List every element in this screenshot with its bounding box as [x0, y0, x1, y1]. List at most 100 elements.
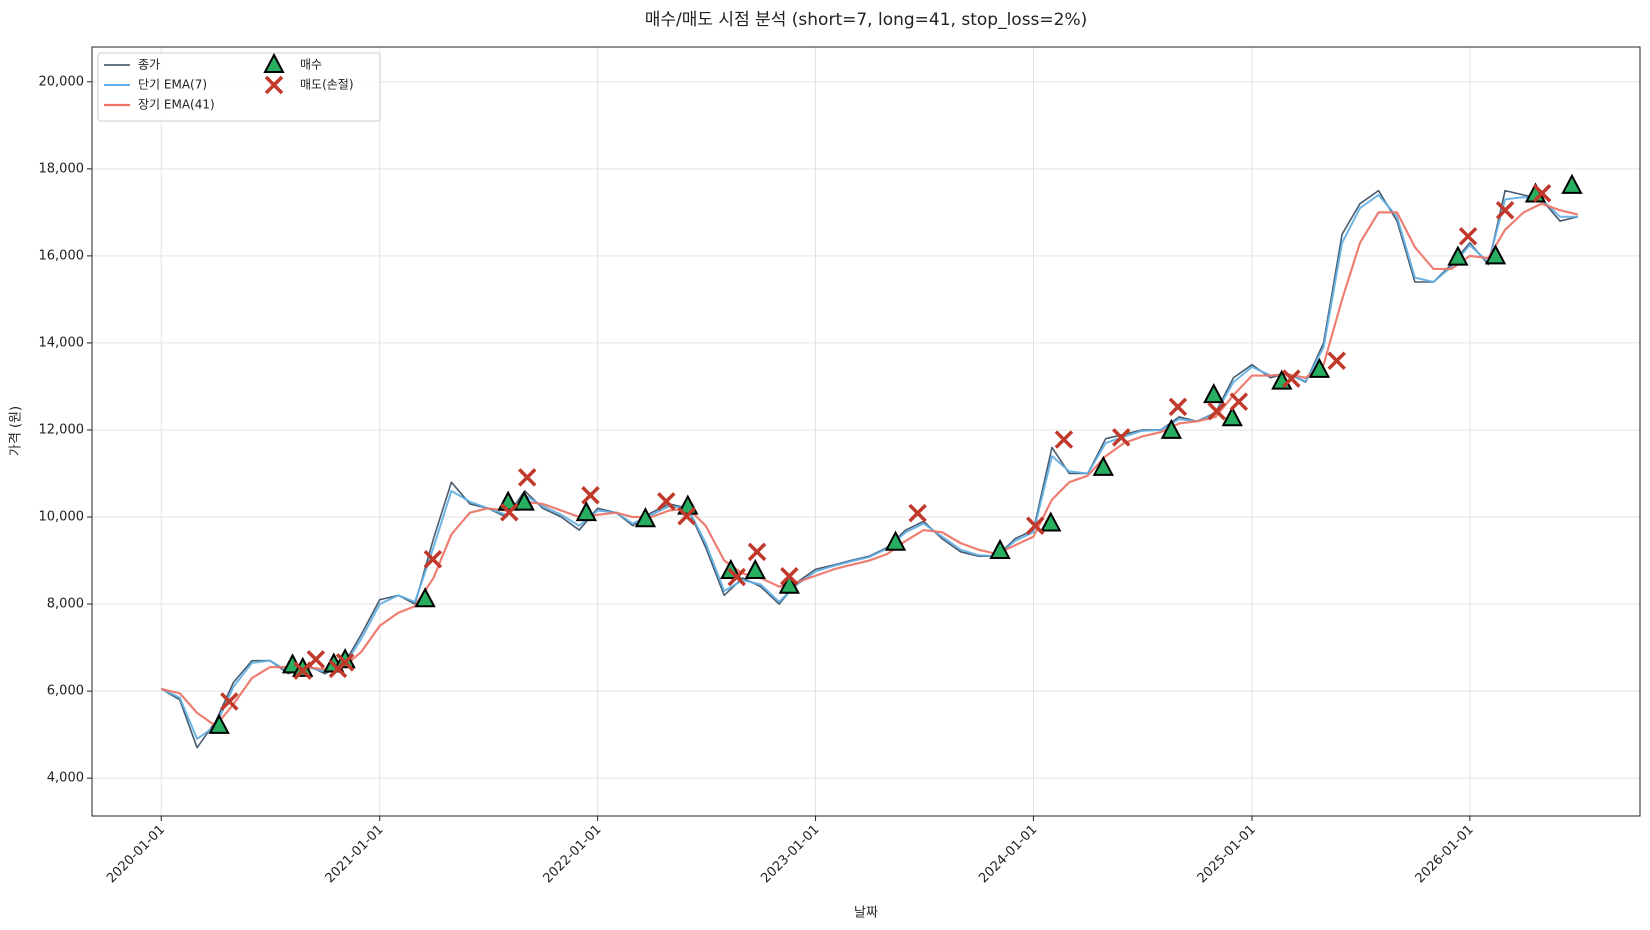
buy-marker [884, 530, 907, 551]
sell-marker-stroke [657, 492, 676, 511]
buy-marker [208, 713, 230, 734]
sell-marker [500, 502, 519, 522]
buy-marker [1484, 244, 1507, 265]
y-tick-label: 20,000 [39, 74, 85, 89]
sell-marker [306, 650, 326, 669]
buy-marker [1561, 173, 1583, 194]
y-tick-label: 18,000 [39, 161, 85, 176]
sell-marker-stroke [1282, 369, 1301, 388]
sell-marker-stroke [727, 567, 746, 587]
x-tick-label: 2024-01-01 [976, 822, 1040, 886]
legend-label: 단기 EMA(7) [138, 78, 207, 92]
sell-marker [1327, 351, 1346, 371]
legend-label: 종가 [138, 58, 160, 72]
y-tick-label: 8,000 [47, 597, 84, 612]
sell-marker-stroke [1111, 428, 1131, 447]
sell-marker [780, 566, 799, 586]
x-tick-label: 2021-01-01 [323, 822, 387, 886]
sell-marker [1026, 516, 1045, 535]
sell-marker [220, 692, 239, 711]
sell-marker-stroke [335, 653, 355, 672]
y-tick-label: 14,000 [39, 335, 85, 350]
sell-marker [1532, 183, 1552, 203]
sell-marker-stroke [1229, 392, 1249, 411]
sell-marker-stroke [423, 549, 443, 569]
buy-marker [513, 490, 535, 511]
buy-marker [1160, 418, 1183, 439]
buy-marker [575, 500, 597, 522]
buy-marker [1040, 511, 1062, 532]
sell-marker-stroke [264, 75, 284, 95]
sell-marker-stroke [1532, 183, 1552, 203]
sell-marker [1168, 397, 1188, 417]
chart-title: 매수/매도 시점 분석 (short=7, long=41, stop_loss… [645, 10, 1088, 30]
price-line [160, 189, 1579, 749]
sell-marker-stroke [500, 502, 519, 522]
y-tick-label: 10,000 [39, 510, 85, 525]
y-tick-label: 16,000 [39, 248, 85, 263]
sell-marker-stroke [1054, 430, 1074, 449]
x-tick-label: 2025-01-01 [1195, 822, 1259, 886]
legend-box [97, 52, 381, 122]
sell-marker-stroke [1207, 402, 1226, 421]
buy-marker [634, 507, 657, 528]
sell-marker-stroke [1168, 397, 1188, 417]
legend-label: 매도(손절) [300, 78, 354, 92]
buy-marker [1221, 406, 1243, 427]
x-tick-label: 2023-01-01 [758, 822, 822, 886]
sell-marker [1458, 227, 1478, 246]
sell-marker [1207, 402, 1226, 421]
sell-marker-stroke [1327, 351, 1346, 371]
sell-marker [747, 542, 767, 562]
sell-marker-stroke [1458, 227, 1478, 246]
sell-marker-stroke [1495, 200, 1515, 220]
sell-marker [517, 468, 537, 487]
x-tick-label: 2022-01-01 [540, 822, 604, 886]
y-tick-label: 6,000 [47, 684, 84, 699]
legend-label: 매수 [300, 58, 322, 72]
x-tick-label: 2020-01-01 [104, 822, 168, 886]
sell-marker-stroke [747, 542, 767, 562]
sell-marker-stroke [220, 692, 239, 711]
legend-label: 장기 EMA(41) [138, 98, 215, 112]
sell-marker-stroke [517, 468, 537, 487]
sell-marker-stroke [908, 503, 927, 523]
y-tick-label: 4,000 [47, 771, 84, 786]
sell-marker [908, 503, 927, 523]
sell-marker-stroke [1026, 516, 1045, 535]
x-tick-label: 2026-01-01 [1413, 822, 1477, 886]
buy-marker [1308, 357, 1331, 378]
sell-marker [1111, 428, 1131, 447]
sell-marker [264, 75, 284, 95]
buy-marker [1203, 383, 1225, 404]
price-line [160, 202, 1579, 728]
sell-marker [1282, 369, 1301, 388]
price-line [160, 193, 1578, 740]
buy-marker [263, 52, 285, 73]
sell-marker [657, 492, 676, 511]
y-axis-label: 가격 (원) [9, 406, 24, 456]
buy-marker [744, 558, 766, 579]
buy-marker [989, 538, 1011, 559]
sell-marker-stroke [306, 650, 326, 669]
sell-marker [335, 653, 355, 672]
buy-marker [1447, 245, 1469, 266]
sell-marker [1229, 392, 1249, 411]
sell-marker [423, 549, 443, 569]
sell-marker [581, 486, 600, 505]
sell-marker-stroke [581, 486, 600, 505]
y-tick-label: 12,000 [39, 422, 85, 437]
sell-marker-stroke [780, 566, 799, 586]
buy-marker [414, 587, 436, 608]
x-axis-label: 날짜 [854, 906, 878, 921]
sell-marker [677, 506, 696, 526]
sell-marker [727, 567, 746, 587]
sell-marker [1054, 430, 1074, 449]
buy-marker [1092, 455, 1114, 476]
plot-frame [91, 46, 1641, 817]
sell-marker-stroke [677, 506, 696, 526]
sell-marker [1495, 200, 1515, 220]
buy-marker [778, 573, 800, 594]
